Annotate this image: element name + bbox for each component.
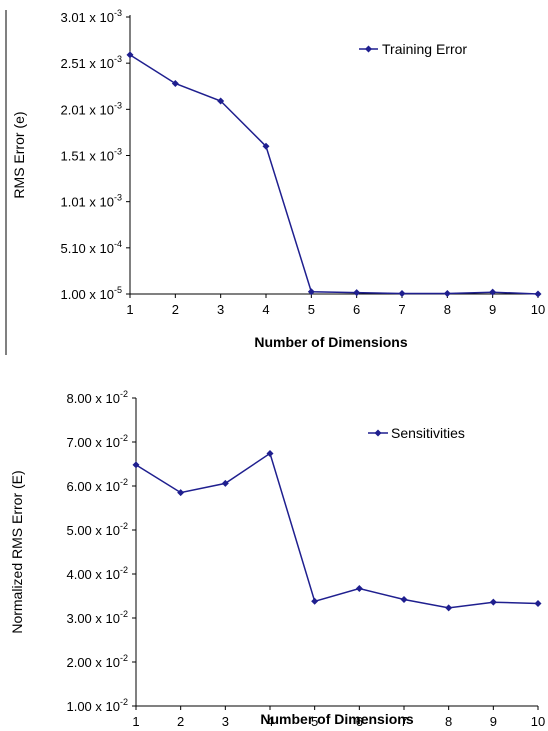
x-tick-label: 4 bbox=[266, 714, 273, 729]
y-tick-label: 2.51 x 10-3 bbox=[60, 54, 122, 71]
y-tick-labels: 8.00 x 10-2 7.00 x 10-2 6.00 x 10-2 5.00 x … bbox=[66, 389, 136, 714]
data-point bbox=[489, 288, 497, 296]
legend: Training Error bbox=[359, 41, 467, 57]
x-tick-label: 8 bbox=[445, 714, 452, 729]
x-tick-label: 9 bbox=[489, 302, 496, 317]
x-tick-label: 4 bbox=[262, 302, 269, 317]
y-tick-label: 4.00 x 10-2 bbox=[66, 565, 128, 582]
data-point bbox=[311, 597, 319, 605]
data-point bbox=[262, 142, 270, 150]
y-tick-label: 1.00 x 10-2 bbox=[66, 697, 128, 714]
data-point bbox=[353, 289, 361, 297]
legend-diamond-marker bbox=[374, 429, 382, 437]
y-tick-label: 1.01 x 10-3 bbox=[60, 193, 122, 210]
y-tick-label: 1.00 x 10-5 bbox=[60, 285, 122, 302]
data-point bbox=[221, 479, 229, 487]
sensitivities-points bbox=[132, 449, 542, 612]
x-tick-label: 2 bbox=[172, 302, 179, 317]
y-axis-title: RMS Error (e) bbox=[11, 111, 27, 198]
y-axis-title: Normalized RMS Error (E) bbox=[9, 470, 25, 633]
legend-label: Sensitivities bbox=[391, 425, 465, 441]
sensitivities-line bbox=[135, 452, 539, 609]
training-error-chart: 3.01 x 10-3 2.51 x 10-3 2.01 x 10-3 1.51 x … bbox=[5, 8, 545, 355]
x-tick-label: 5 bbox=[308, 302, 315, 317]
x-tick-label: 1 bbox=[126, 302, 133, 317]
x-tick-label: 9 bbox=[490, 714, 497, 729]
x-tick-label: 7 bbox=[400, 714, 407, 729]
training-error-points bbox=[126, 51, 542, 298]
y-tick-label: 1.51 x 10-3 bbox=[60, 147, 122, 164]
training-error-line bbox=[129, 54, 539, 295]
data-point bbox=[443, 290, 451, 298]
legend-diamond-marker bbox=[365, 45, 372, 53]
data-point bbox=[355, 585, 363, 593]
x-tick-label: 5 bbox=[311, 714, 318, 729]
x-tick-label: 3 bbox=[222, 714, 229, 729]
data-point bbox=[534, 290, 542, 298]
x-tick-label: 3 bbox=[217, 302, 224, 317]
x-tick-label: 2 bbox=[177, 714, 184, 729]
y-tick-label: 2.01 x 10-3 bbox=[60, 100, 122, 117]
x-tick-label: 10 bbox=[531, 302, 545, 317]
x-tick-label: 10 bbox=[531, 714, 545, 729]
legend: Sensitivities bbox=[368, 425, 465, 441]
legend-label: Training Error bbox=[382, 41, 467, 57]
data-point bbox=[266, 449, 274, 457]
y-tick-label: 8.00 x 10-2 bbox=[66, 389, 128, 406]
data-point bbox=[534, 599, 542, 607]
y-tick-labels: 3.01 x 10-3 2.51 x 10-3 2.01 x 10-3 1.51 x … bbox=[60, 8, 130, 302]
x-axis-title: Number of Dimensions bbox=[254, 334, 407, 350]
y-tick-label: 2.00 x 10-2 bbox=[66, 653, 128, 670]
data-point bbox=[177, 489, 185, 497]
data-point bbox=[398, 290, 406, 298]
y-tick-label: 3.01 x 10-3 bbox=[60, 8, 122, 25]
y-tick-label: 3.00 x 10-2 bbox=[66, 609, 128, 626]
data-point bbox=[445, 604, 453, 612]
data-point bbox=[489, 598, 497, 606]
y-tick-label: 5.00 x 10-2 bbox=[66, 521, 128, 538]
x-tick-labels: 1 2 3 4 5 6 7 8 9 10 bbox=[126, 294, 545, 317]
data-point bbox=[126, 51, 134, 59]
x-tick-label: 8 bbox=[444, 302, 451, 317]
data-point bbox=[400, 596, 408, 604]
data-point bbox=[307, 288, 315, 296]
x-tick-labels: 1 2 3 4 5 6 7 8 9 10 bbox=[132, 706, 545, 729]
data-point bbox=[217, 97, 225, 105]
y-tick-label: 6.00 x 10-2 bbox=[66, 477, 128, 494]
x-tick-label: 7 bbox=[398, 302, 405, 317]
x-axis-title: Number of Dimensions bbox=[260, 711, 413, 727]
data-point bbox=[171, 79, 179, 87]
x-tick-label: 6 bbox=[356, 714, 363, 729]
data-point bbox=[132, 461, 140, 469]
y-tick-label: 5.10 x 10-4 bbox=[60, 239, 122, 256]
x-tick-label: 6 bbox=[353, 302, 360, 317]
sensitivities-chart: 8.00 x 10-2 7.00 x 10-2 6.00 x 10-2 5.00 x … bbox=[9, 389, 545, 729]
x-tick-label: 1 bbox=[132, 714, 139, 729]
y-tick-label: 7.00 x 10-2 bbox=[66, 433, 128, 450]
